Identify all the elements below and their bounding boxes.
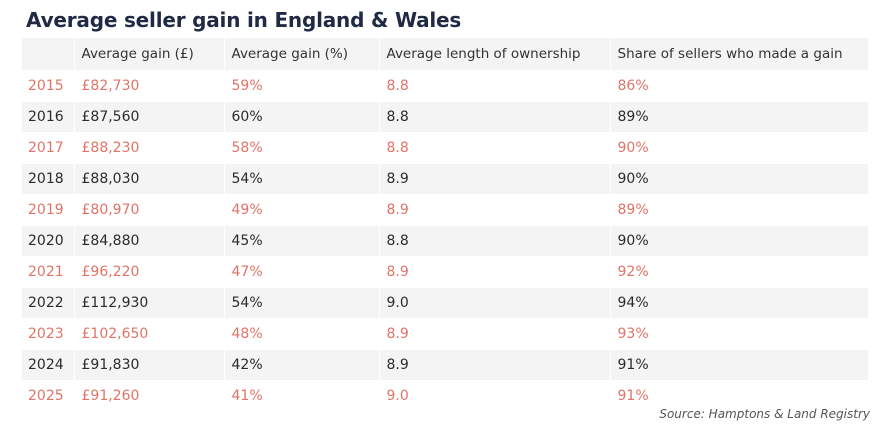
cell-ownership-length: 8.9: [379, 349, 611, 381]
cell-ownership-length: 9.0: [379, 287, 611, 319]
cell-ownership-length: 8.8: [379, 101, 611, 133]
page-title: Average seller gain in England & Wales: [26, 8, 462, 32]
cell-ownership-length: 8.9: [379, 194, 611, 226]
table-row: 2016 £87,560 60% 8.8 89%: [22, 101, 868, 133]
cell-share-sellers-gain: 94%: [610, 287, 868, 319]
cell-share-sellers-gain: 89%: [610, 101, 868, 133]
cell-ownership-length: 8.8: [379, 132, 611, 164]
cell-average-gain-gbp: £91,260: [74, 380, 225, 411]
cell-average-gain-gbp: £84,880: [74, 225, 225, 257]
cell-average-gain-pct: 45%: [224, 225, 380, 257]
cell-ownership-length: 9.0: [379, 380, 611, 411]
cell-ownership-length: 8.8: [379, 225, 611, 257]
cell-average-gain-gbp: £82,730: [74, 70, 225, 102]
cell-ownership-length: 8.9: [379, 256, 611, 288]
table-row: 2018 £88,030 54% 8.9 90%: [22, 163, 868, 195]
header-average-ownership-length: Average length of ownership: [379, 38, 611, 71]
cell-share-sellers-gain: 90%: [610, 225, 868, 257]
cell-year: 2021: [22, 256, 75, 288]
cell-average-gain-gbp: £91,830: [74, 349, 225, 381]
table-row: 2025 £91,260 41% 9.0 91%: [22, 380, 868, 411]
cell-average-gain-gbp: £88,230: [74, 132, 225, 164]
cell-year: 2023: [22, 318, 75, 350]
cell-share-sellers-gain: 86%: [610, 70, 868, 102]
cell-average-gain-pct: 49%: [224, 194, 380, 226]
cell-share-sellers-gain: 89%: [610, 194, 868, 226]
header-average-gain-gbp: Average gain (£): [74, 38, 225, 71]
table-row: 2019 £80,970 49% 8.9 89%: [22, 194, 868, 226]
cell-year: 2022: [22, 287, 75, 319]
table-row: 2023 £102,650 48% 8.9 93%: [22, 318, 868, 350]
cell-average-gain-pct: 59%: [224, 70, 380, 102]
cell-ownership-length: 8.9: [379, 318, 611, 350]
cell-average-gain-gbp: £102,650: [74, 318, 225, 350]
cell-average-gain-pct: 54%: [224, 163, 380, 195]
cell-year: 2016: [22, 101, 75, 133]
cell-average-gain-pct: 41%: [224, 380, 380, 411]
header-average-gain-pct: Average gain (%): [224, 38, 380, 71]
cell-year: 2024: [22, 349, 75, 381]
cell-share-sellers-gain: 90%: [610, 132, 868, 164]
table-row: 2021 £96,220 47% 8.9 92%: [22, 256, 868, 288]
cell-ownership-length: 8.9: [379, 163, 611, 195]
cell-share-sellers-gain: 93%: [610, 318, 868, 350]
cell-ownership-length: 8.8: [379, 70, 611, 102]
table-row: 2015 £82,730 59% 8.8 86%: [22, 70, 868, 102]
cell-average-gain-pct: 48%: [224, 318, 380, 350]
cell-share-sellers-gain: 91%: [610, 349, 868, 381]
cell-share-sellers-gain: 90%: [610, 163, 868, 195]
cell-average-gain-pct: 47%: [224, 256, 380, 288]
table-row: 2020 £84,880 45% 8.8 90%: [22, 225, 868, 257]
source-note: Source: Hamptons & Land Registry: [659, 407, 870, 421]
cell-average-gain-pct: 60%: [224, 101, 380, 133]
cell-share-sellers-gain: 91%: [610, 380, 868, 411]
cell-average-gain-gbp: £87,560: [74, 101, 225, 133]
cell-year: 2018: [22, 163, 75, 195]
header-year: [22, 38, 75, 71]
cell-average-gain-gbp: £96,220: [74, 256, 225, 288]
cell-year: 2025: [22, 380, 75, 411]
table-row: 2022 £112,930 54% 9.0 94%: [22, 287, 868, 319]
cell-average-gain-gbp: £88,030: [74, 163, 225, 195]
cell-year: 2020: [22, 225, 75, 257]
seller-gain-table: Average gain (£) Average gain (%) Averag…: [22, 38, 868, 411]
cell-average-gain-gbp: £112,930: [74, 287, 225, 319]
table-header-row: Average gain (£) Average gain (%) Averag…: [22, 38, 868, 71]
cell-average-gain-pct: 54%: [224, 287, 380, 319]
cell-year: 2019: [22, 194, 75, 226]
cell-average-gain-pct: 58%: [224, 132, 380, 164]
table-row: 2017 £88,230 58% 8.8 90%: [22, 132, 868, 164]
header-share-sellers-gain: Share of sellers who made a gain: [610, 38, 868, 71]
cell-average-gain-pct: 42%: [224, 349, 380, 381]
table-row: 2024 £91,830 42% 8.9 91%: [22, 349, 868, 381]
cell-share-sellers-gain: 92%: [610, 256, 868, 288]
cell-average-gain-gbp: £80,970: [74, 194, 225, 226]
cell-year: 2017: [22, 132, 75, 164]
cell-year: 2015: [22, 70, 75, 102]
